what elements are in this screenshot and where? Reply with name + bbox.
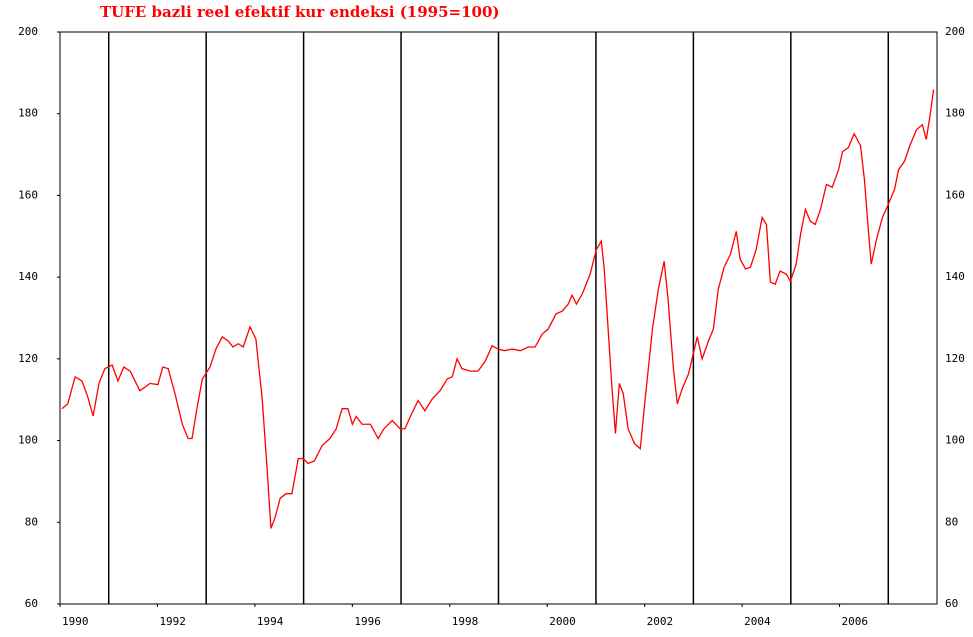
y2-tick-label: 60 bbox=[945, 597, 958, 610]
y-tick-label: 120 bbox=[18, 352, 38, 365]
chart-title: TUFE bazli reel efektif kur endeksi (199… bbox=[100, 3, 500, 21]
y-tick-label: 80 bbox=[25, 515, 38, 528]
x-tick-label: 1994 bbox=[257, 615, 284, 628]
x-tick-label: 2000 bbox=[549, 615, 576, 628]
x-tick-label: 2004 bbox=[744, 615, 771, 628]
y2-tick-label: 80 bbox=[945, 515, 958, 528]
y-tick-label: 180 bbox=[18, 107, 38, 120]
y2-tick-label: 160 bbox=[945, 188, 965, 201]
x-tick-label: 1996 bbox=[354, 615, 381, 628]
x-tick-label: 1990 bbox=[62, 615, 89, 628]
data-line bbox=[61, 89, 935, 529]
x-tick-label: 1998 bbox=[452, 615, 479, 628]
y2-tick-label: 180 bbox=[945, 107, 965, 120]
y2-tick-label: 100 bbox=[945, 434, 965, 447]
y-tick-label: 100 bbox=[18, 434, 38, 447]
y-tick-label: 160 bbox=[18, 188, 38, 201]
y2-tick-label: 200 bbox=[945, 25, 965, 38]
x-tick-label: 2006 bbox=[842, 615, 869, 628]
y-tick-label: 140 bbox=[18, 270, 38, 283]
y2-tick-label: 140 bbox=[945, 270, 965, 283]
x-tick-label: 2002 bbox=[647, 615, 674, 628]
y-tick-label: 60 bbox=[25, 597, 38, 610]
x-tick-label: 1992 bbox=[159, 615, 186, 628]
y2-tick-label: 120 bbox=[945, 352, 965, 365]
y-tick-label: 200 bbox=[18, 25, 38, 38]
